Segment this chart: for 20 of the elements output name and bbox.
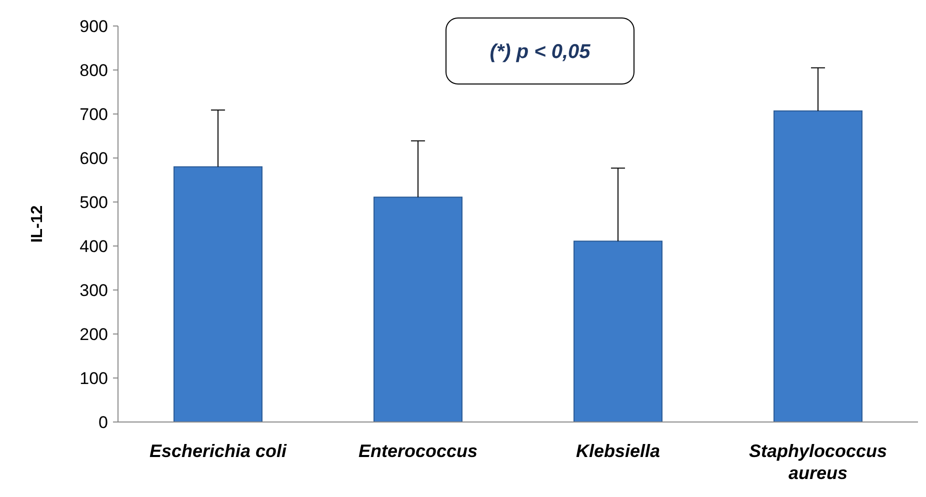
y-tick-label: 500	[80, 192, 108, 212]
bar	[774, 110, 862, 422]
x-tick-label: Enterococcus	[358, 441, 478, 461]
y-tick-label: 800	[80, 60, 108, 80]
x-tick-label: Klebsiella	[576, 441, 660, 461]
annotation: (*) p < 0,05	[490, 41, 592, 63]
bar	[174, 166, 262, 422]
bar	[574, 240, 662, 422]
x-tick-label: Escherichia coli	[149, 441, 288, 461]
y-axis-title: IL-12	[29, 205, 46, 243]
y-tick-label: 200	[80, 324, 108, 344]
y-tick-label: 700	[80, 104, 108, 124]
y-tick-label: 600	[80, 148, 108, 168]
y-tick-label: 0	[98, 412, 108, 432]
y-tick-label: 400	[80, 236, 108, 256]
y-tick-label: 300	[80, 280, 108, 300]
y-tick-label: 900	[80, 16, 108, 36]
y-tick-label: 100	[80, 368, 108, 388]
bar	[374, 196, 462, 422]
x-tick-label: Staphylococcus aureus	[748, 441, 888, 483]
